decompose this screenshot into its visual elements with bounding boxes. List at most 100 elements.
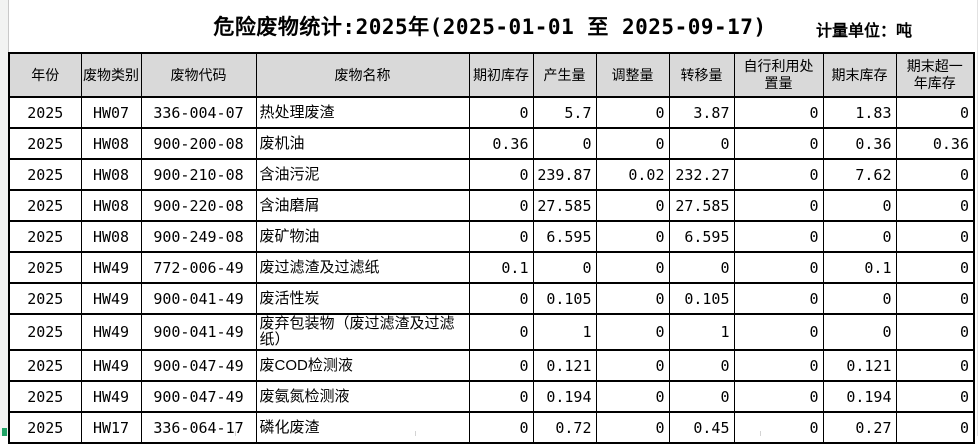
cell-r8-c1[interactable]: HW49: [80, 349, 142, 382]
cell-r6-c8[interactable]: 0: [733, 282, 824, 315]
cell-r1-c0[interactable]: 2025: [8, 127, 82, 160]
cell-r6-c10[interactable]: 0: [895, 282, 975, 315]
cell-r1-c8[interactable]: 0: [733, 127, 824, 160]
cell-r5-c2[interactable]: 772-006-49: [140, 251, 257, 284]
column-header-8[interactable]: 自行利用处置量: [733, 52, 824, 98]
cell-r7-c0[interactable]: 2025: [8, 313, 82, 351]
column-header-4[interactable]: 期初库存: [468, 52, 534, 98]
cell-r7-c2[interactable]: 900-041-49: [140, 313, 257, 351]
cell-r6-c1[interactable]: HW49: [80, 282, 142, 315]
cell-r4-c2[interactable]: 900-249-08: [140, 220, 257, 253]
cell-r4-c10[interactable]: 0: [895, 220, 975, 253]
cell-r2-c10[interactable]: 0: [895, 158, 975, 191]
cell-r5-c7[interactable]: 0: [668, 251, 735, 284]
cell-r5-c0[interactable]: 2025: [8, 251, 82, 284]
cell-r4-c0[interactable]: 2025: [8, 220, 82, 253]
cell-r3-c9[interactable]: 0: [822, 189, 897, 222]
cell-r1-c5[interactable]: 0: [532, 127, 597, 160]
cell-r6-c0[interactable]: 2025: [8, 282, 82, 315]
cell-r2-c5[interactable]: 239.87: [532, 158, 597, 191]
cell-r2-c1[interactable]: HW08: [80, 158, 142, 191]
column-header-5[interactable]: 产生量: [532, 52, 597, 98]
cell-r0-c5[interactable]: 5.7: [532, 96, 597, 129]
cell-r3-c8[interactable]: 0: [733, 189, 824, 222]
cell-r9-c2[interactable]: 900-047-49: [140, 380, 257, 413]
cell-r3-c6[interactable]: 0: [595, 189, 670, 222]
cell-r10-c4[interactable]: 0: [468, 411, 534, 444]
cell-r8-c5[interactable]: 0.121: [532, 349, 597, 382]
cell-r3-c4[interactable]: 0: [468, 189, 534, 222]
cell-r3-c0[interactable]: 2025: [8, 189, 82, 222]
cell-r5-c8[interactable]: 0: [733, 251, 824, 284]
cell-r9-c4[interactable]: 0: [468, 380, 534, 413]
cell-r7-c1[interactable]: HW49: [80, 313, 142, 351]
cell-r10-c10[interactable]: 0: [895, 411, 975, 444]
cell-r4-c1[interactable]: HW08: [80, 220, 142, 253]
cell-r10-c6[interactable]: 0: [595, 411, 670, 444]
cell-r9-c6[interactable]: 0: [595, 380, 670, 413]
cell-r2-c0[interactable]: 2025: [8, 158, 82, 191]
cell-r10-c7[interactable]: 0.45: [668, 411, 735, 444]
cell-r2-c8[interactable]: 0: [733, 158, 824, 191]
column-header-10[interactable]: 期末超一年库存: [895, 52, 975, 98]
cell-r0-c4[interactable]: 0: [468, 96, 534, 129]
cell-r10-c1[interactable]: HW17: [80, 411, 142, 444]
cell-r6-c7[interactable]: 0.105: [668, 282, 735, 315]
cell-r0-c8[interactable]: 0: [733, 96, 824, 129]
cell-r0-c3[interactable]: 热处理废渣: [255, 96, 470, 129]
cell-r1-c1[interactable]: HW08: [80, 127, 142, 160]
cell-r3-c1[interactable]: HW08: [80, 189, 142, 222]
cell-r6-c9[interactable]: 0: [822, 282, 897, 315]
column-header-3[interactable]: 废物名称: [255, 52, 470, 98]
cell-r8-c9[interactable]: 0.121: [822, 349, 897, 382]
cell-r4-c7[interactable]: 6.595: [668, 220, 735, 253]
cell-r9-c7[interactable]: 0: [668, 380, 735, 413]
cell-r1-c6[interactable]: 0: [595, 127, 670, 160]
cell-r10-c5[interactable]: 0.72: [532, 411, 597, 444]
cell-r0-c2[interactable]: 336-004-07: [140, 96, 257, 129]
cell-r0-c10[interactable]: 0: [895, 96, 975, 129]
cell-r6-c4[interactable]: 0: [468, 282, 534, 315]
cell-r1-c9[interactable]: 0.36: [822, 127, 897, 160]
cell-r1-c3[interactable]: 废机油: [255, 127, 470, 160]
cell-r1-c4[interactable]: 0.36: [468, 127, 534, 160]
cell-r9-c9[interactable]: 0.194: [822, 380, 897, 413]
cell-r6-c3[interactable]: 废活性炭: [255, 282, 470, 315]
cell-r9-c0[interactable]: 2025: [8, 380, 82, 413]
column-header-0[interactable]: 年份: [8, 52, 82, 98]
cell-r10-c8[interactable]: 0: [733, 411, 824, 444]
cell-r3-c2[interactable]: 900-220-08: [140, 189, 257, 222]
cell-r4-c8[interactable]: 0: [733, 220, 824, 253]
cell-r3-c10[interactable]: 0: [895, 189, 975, 222]
cell-r5-c4[interactable]: 0.1: [468, 251, 534, 284]
cell-r1-c7[interactable]: 0: [668, 127, 735, 160]
cell-r2-c7[interactable]: 232.27: [668, 158, 735, 191]
cell-r9-c8[interactable]: 0: [733, 380, 824, 413]
cell-r7-c6[interactable]: 0: [595, 313, 670, 351]
cell-r5-c10[interactable]: 0: [895, 251, 975, 284]
cell-r1-c10[interactable]: 0.36: [895, 127, 975, 160]
cell-r8-c2[interactable]: 900-047-49: [140, 349, 257, 382]
cell-r7-c4[interactable]: 0: [468, 313, 534, 351]
cell-r7-c7[interactable]: 1: [668, 313, 735, 351]
cell-r8-c8[interactable]: 0: [733, 349, 824, 382]
cell-r3-c3[interactable]: 含油磨屑: [255, 189, 470, 222]
cell-r9-c10[interactable]: 0: [895, 380, 975, 413]
cell-r5-c5[interactable]: 0: [532, 251, 597, 284]
cell-r6-c2[interactable]: 900-041-49: [140, 282, 257, 315]
column-header-6[interactable]: 调整量: [595, 52, 670, 98]
cell-r10-c0[interactable]: 2025: [8, 411, 82, 444]
cell-r9-c3[interactable]: 废氨氮检测液: [255, 380, 470, 413]
cell-r0-c9[interactable]: 1.83: [822, 96, 897, 129]
cell-r3-c7[interactable]: 27.585: [668, 189, 735, 222]
column-header-9[interactable]: 期末库存: [822, 52, 897, 98]
cell-r8-c0[interactable]: 2025: [8, 349, 82, 382]
cell-r7-c5[interactable]: 1: [532, 313, 597, 351]
cell-r6-c6[interactable]: 0: [595, 282, 670, 315]
cell-r9-c5[interactable]: 0.194: [532, 380, 597, 413]
cell-r0-c6[interactable]: 0: [595, 96, 670, 129]
cell-r0-c0[interactable]: 2025: [8, 96, 82, 129]
cell-r4-c6[interactable]: 0: [595, 220, 670, 253]
cell-r7-c9[interactable]: 0: [822, 313, 897, 351]
cell-r7-c10[interactable]: 0: [895, 313, 975, 351]
